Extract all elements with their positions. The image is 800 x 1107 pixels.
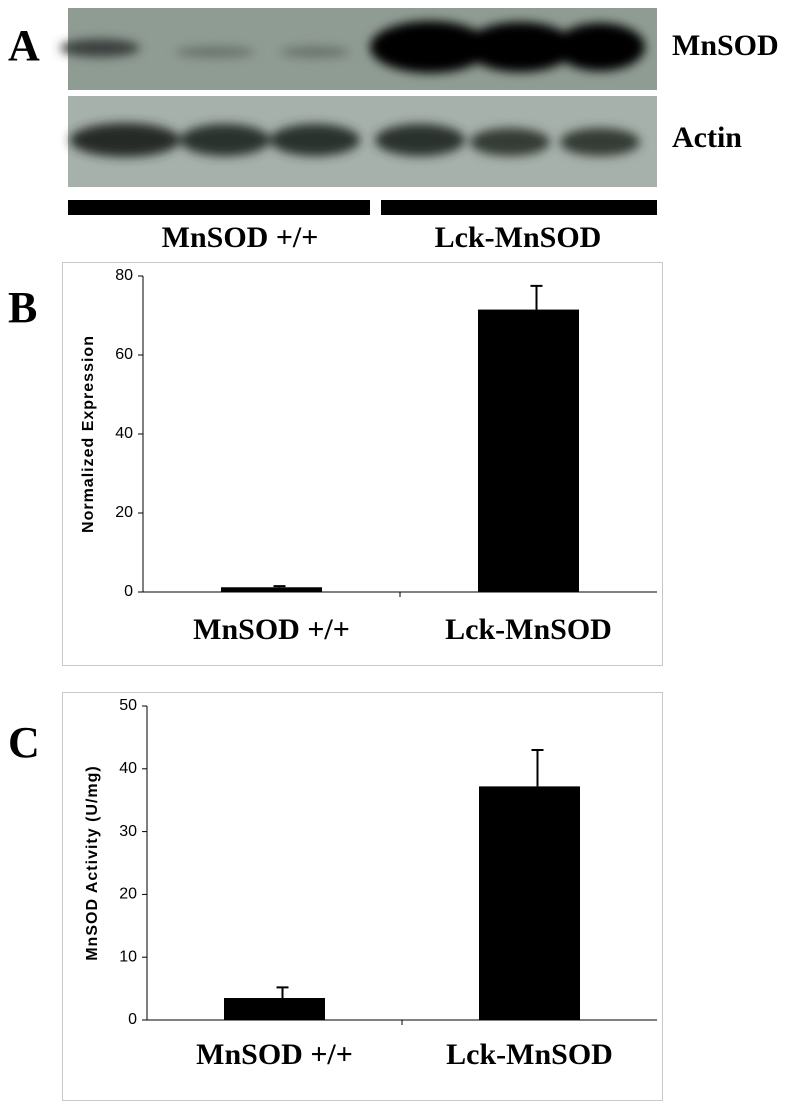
blot-group-label: Lck-MnSOD xyxy=(435,221,602,254)
bar xyxy=(224,998,325,1020)
band xyxy=(465,22,575,72)
y-tick-label: 40 xyxy=(119,760,137,777)
y-tick-label: 80 xyxy=(115,267,133,284)
error-bar xyxy=(530,284,543,310)
error-bar xyxy=(276,986,289,999)
band xyxy=(375,124,465,156)
band xyxy=(470,128,550,156)
y-tick-label: 20 xyxy=(115,504,133,521)
y-tick-label: 10 xyxy=(119,948,137,965)
y-axis-label: MnSOD Activity (U/mg) xyxy=(84,765,101,961)
band xyxy=(180,124,270,156)
band xyxy=(560,128,640,156)
band xyxy=(555,23,645,71)
group-bar xyxy=(381,200,657,215)
panel-label: A xyxy=(8,21,40,70)
blot-group-label: MnSOD +/+ xyxy=(162,221,319,254)
y-tick-label: 20 xyxy=(119,886,137,903)
x-tick-label: Lck-MnSOD xyxy=(446,1038,613,1071)
y-tick-label: 0 xyxy=(128,1011,137,1028)
chart-frame xyxy=(62,692,663,1101)
y-tick-label: 60 xyxy=(115,346,133,363)
x-tick-label: MnSOD +/+ xyxy=(196,1038,353,1071)
error-bar xyxy=(273,585,286,588)
blot-bands xyxy=(60,21,645,157)
y-tick-label: 30 xyxy=(119,823,137,840)
band xyxy=(270,124,360,156)
bar xyxy=(478,309,579,592)
blot-row-label: MnSOD xyxy=(672,29,779,62)
y-tick-label: 0 xyxy=(124,583,133,600)
blot-row-label: Actin xyxy=(672,121,742,154)
panel-label: B xyxy=(8,283,37,332)
group-bar xyxy=(68,200,370,215)
error-bar xyxy=(531,748,544,787)
band xyxy=(70,123,180,157)
band xyxy=(175,46,255,58)
panel-label: C xyxy=(8,718,40,767)
chart-frame xyxy=(62,262,663,666)
band xyxy=(280,46,350,58)
y-tick-label: 50 xyxy=(119,697,137,714)
y-tick-label: 40 xyxy=(115,425,133,442)
bar xyxy=(479,786,580,1020)
x-tick-label: MnSOD +/+ xyxy=(193,613,350,646)
band xyxy=(370,21,490,73)
bar xyxy=(221,587,322,592)
y-axis-label: Normalized Expression xyxy=(80,335,97,533)
x-tick-label: Lck-MnSOD xyxy=(445,613,612,646)
band xyxy=(60,39,140,57)
